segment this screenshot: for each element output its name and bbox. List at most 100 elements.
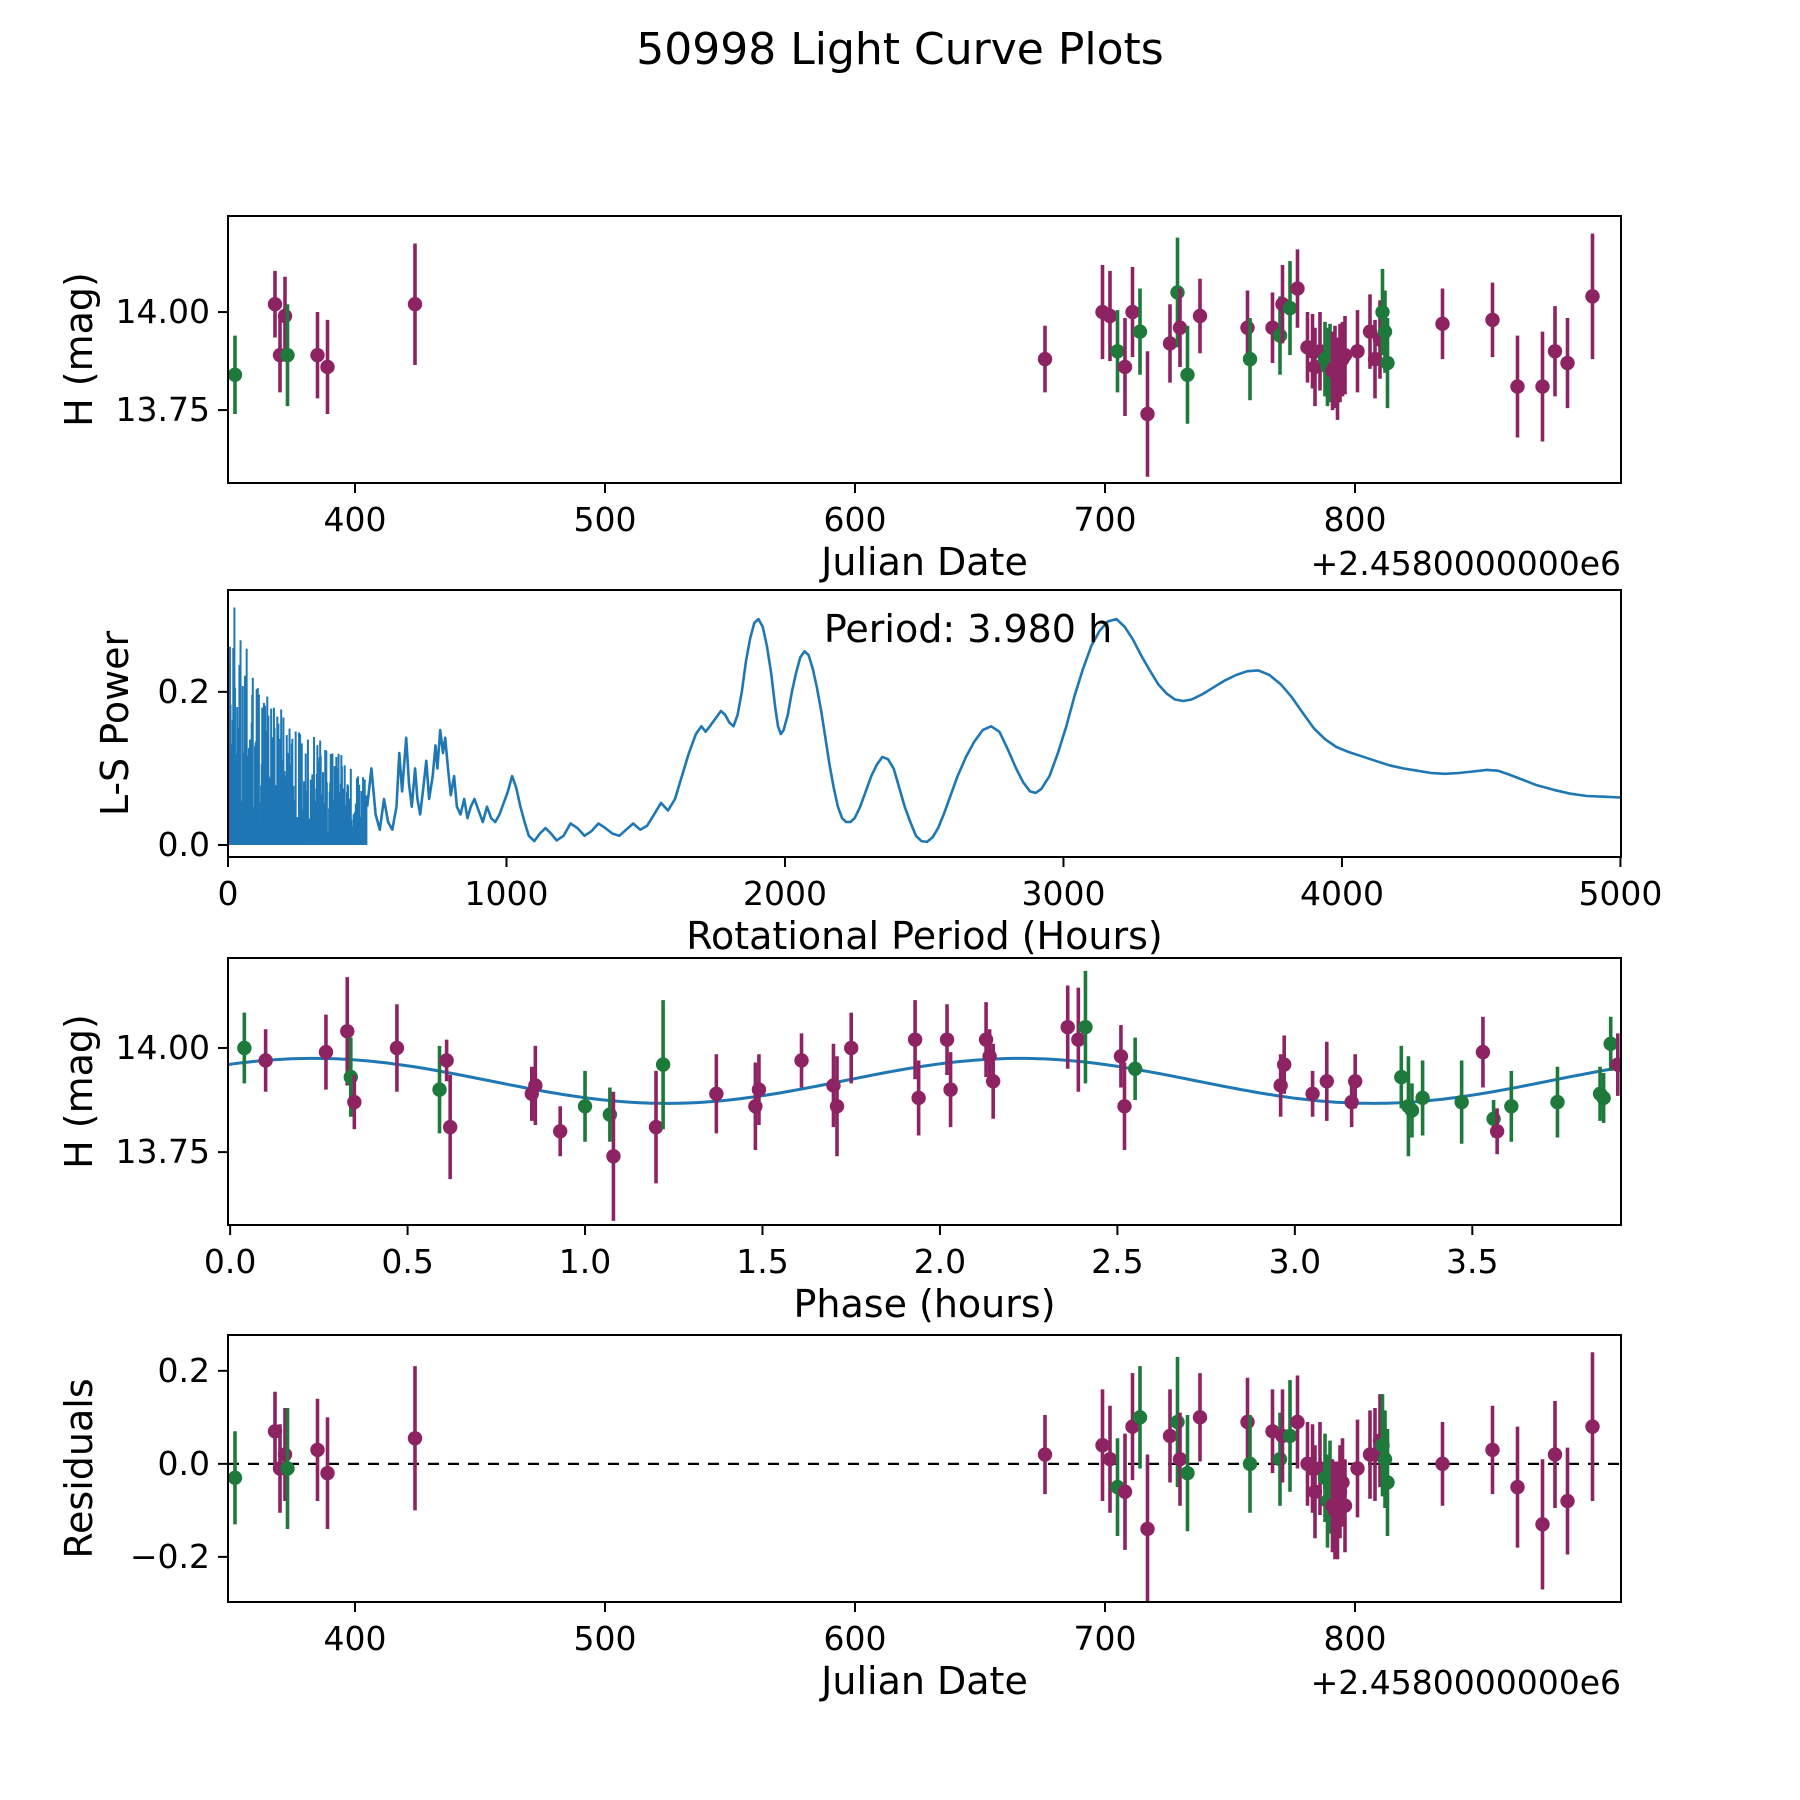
data-point bbox=[442, 1119, 458, 1135]
x-tick-label: 700 bbox=[1074, 500, 1137, 539]
axes-frame bbox=[227, 215, 1622, 484]
y-tick-label: 14.00 bbox=[116, 1028, 210, 1067]
x-tick-label: 600 bbox=[824, 1619, 887, 1658]
data-point bbox=[280, 347, 295, 363]
data-point bbox=[439, 1053, 454, 1068]
x-axis-label: Rotational Period (Hours) bbox=[686, 914, 1162, 958]
data-point bbox=[1504, 1099, 1519, 1114]
data-point bbox=[1037, 1447, 1053, 1462]
data-point bbox=[1535, 379, 1550, 394]
x-tick-label: 800 bbox=[1324, 500, 1387, 539]
subplot-light-curve: 400 500 600 700 800 14.00 13.75 Julian Date +2.4… bbox=[57, 215, 1622, 584]
data-point bbox=[709, 1086, 724, 1101]
data-point bbox=[407, 297, 423, 312]
data-point bbox=[939, 1032, 955, 1047]
x-tick-label: 400 bbox=[324, 500, 387, 539]
data-point bbox=[985, 1074, 1001, 1089]
data-point bbox=[1282, 1428, 1298, 1444]
data-point bbox=[1404, 1103, 1420, 1118]
x-tick-label: 500 bbox=[574, 1619, 637, 1658]
data-point bbox=[1192, 1410, 1208, 1425]
data-point bbox=[1547, 344, 1563, 359]
data-point bbox=[1380, 1475, 1395, 1490]
data-point bbox=[907, 1032, 923, 1047]
axis-offset-text: +2.4580000000e6 bbox=[1311, 544, 1621, 583]
data-point bbox=[1435, 1456, 1450, 1472]
x-axis-label: Phase (hours) bbox=[793, 1282, 1055, 1326]
data-point bbox=[751, 1082, 767, 1097]
data-point bbox=[1272, 328, 1288, 343]
data-point bbox=[320, 1465, 335, 1481]
data-point bbox=[1535, 1517, 1550, 1532]
data-point bbox=[1117, 1484, 1133, 1499]
plot-area bbox=[228, 1352, 1621, 1602]
data-point bbox=[228, 1470, 243, 1486]
data-point bbox=[1454, 1094, 1469, 1110]
x-tick-label: 3.0 bbox=[1269, 1242, 1321, 1281]
data-point bbox=[844, 1040, 859, 1056]
subplot-residuals: 400 500 600 700 800 0.2 0.0 −0.2 Julian Date +2.4… bbox=[57, 1334, 1622, 1703]
data-point bbox=[1117, 1099, 1132, 1114]
x-tick-label: 600 bbox=[824, 500, 887, 539]
data-point bbox=[1335, 1475, 1350, 1490]
x-tick-label: 1.5 bbox=[736, 1242, 788, 1281]
data-point bbox=[1603, 1036, 1618, 1052]
data-point bbox=[1162, 336, 1178, 351]
data-point bbox=[318, 1044, 334, 1060]
data-point bbox=[340, 1024, 355, 1039]
data-point bbox=[1102, 1451, 1118, 1467]
data-point bbox=[1375, 304, 1390, 320]
y-axis-label: H (mag) bbox=[57, 1014, 101, 1169]
data-point bbox=[432, 1082, 447, 1097]
data-point bbox=[1610, 1057, 1621, 1072]
data-point bbox=[1117, 359, 1133, 375]
data-point bbox=[1180, 1465, 1195, 1481]
data-point bbox=[1550, 1094, 1565, 1110]
period-annotation: Period: 3.980 h bbox=[824, 607, 1112, 651]
data-point bbox=[1560, 355, 1575, 371]
data-point bbox=[1585, 289, 1600, 304]
periodogram-noise bbox=[228, 607, 368, 845]
data-point bbox=[1380, 355, 1395, 371]
data-point bbox=[1394, 1069, 1409, 1085]
data-point bbox=[258, 1053, 273, 1068]
x-tick-label: 400 bbox=[324, 1619, 387, 1658]
data-point bbox=[655, 1057, 671, 1072]
data-point bbox=[1485, 312, 1500, 328]
y-axis-label: L-S Power bbox=[93, 630, 137, 816]
data-point bbox=[1350, 344, 1365, 359]
x-tick-label: 4000 bbox=[1300, 874, 1384, 913]
y-tick-label: 0.2 bbox=[158, 1351, 210, 1390]
data-point bbox=[277, 308, 293, 324]
data-point bbox=[648, 1119, 664, 1135]
data-point bbox=[280, 1461, 295, 1476]
data-point bbox=[1102, 308, 1118, 324]
data-point bbox=[1240, 320, 1255, 335]
data-point bbox=[1347, 1074, 1363, 1089]
data-point bbox=[1113, 1049, 1129, 1064]
data-point bbox=[1132, 1410, 1148, 1425]
fit-curve bbox=[228, 1056, 1621, 1105]
data-point bbox=[1435, 316, 1450, 332]
plot-area bbox=[228, 970, 1621, 1221]
data-point bbox=[1172, 320, 1188, 335]
axis-offset-text: +2.4580000000e6 bbox=[1311, 1663, 1621, 1702]
data-point bbox=[1078, 1019, 1093, 1035]
data-point bbox=[1180, 367, 1195, 382]
x-tick-label: 500 bbox=[574, 500, 637, 539]
data-point bbox=[829, 1099, 845, 1114]
data-point bbox=[1272, 1451, 1288, 1467]
x-tick-label: 2000 bbox=[743, 874, 827, 913]
x-axis-label: Julian Date bbox=[819, 1659, 1028, 1703]
data-point bbox=[552, 1124, 568, 1139]
y-tick-label: 0.2 bbox=[158, 672, 210, 711]
y-axis-label: Residuals bbox=[57, 1378, 101, 1558]
data-point bbox=[943, 1082, 958, 1097]
y-tick-label: 14.00 bbox=[116, 292, 210, 331]
data-point bbox=[237, 1040, 252, 1056]
data-point bbox=[1489, 1124, 1505, 1139]
data-point bbox=[310, 1442, 325, 1458]
plot-area bbox=[228, 607, 1621, 845]
axes-frame bbox=[227, 957, 1622, 1226]
data-point bbox=[1290, 1414, 1305, 1430]
